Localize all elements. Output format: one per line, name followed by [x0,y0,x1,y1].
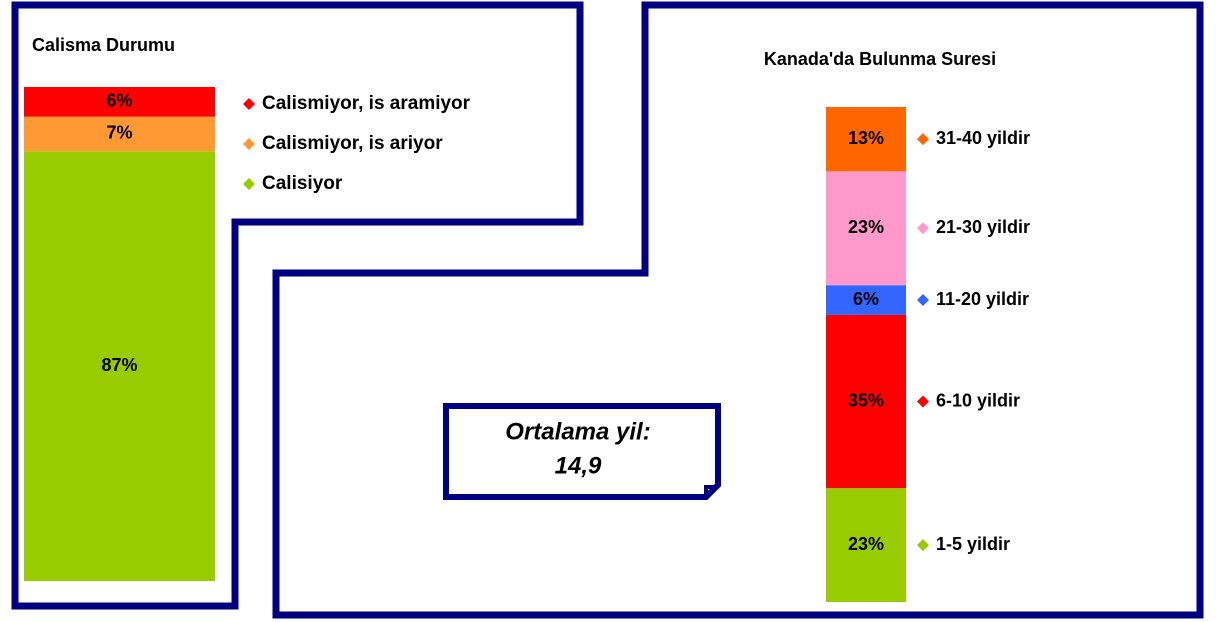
value-label: 7% [106,123,132,143]
value-label: 6% [853,289,879,309]
value-label: 35% [848,390,884,410]
bar-segment [826,314,906,489]
legend-label: 11-20 yildir [936,289,1029,309]
value-label: 23% [848,534,884,554]
bar-segment [24,87,215,117]
legend-label: Calismiyor, is aramiyor [262,93,471,114]
annotation-value: 14,9 [555,452,602,479]
chart-title: Calisma Durumu [32,35,175,55]
annotation-fold [704,485,718,497]
value-label: 23% [848,217,884,237]
legend-marker [917,222,929,235]
annotation-label: Ortalama yil: [505,418,650,445]
legend-label: 21-30 yildir [936,217,1030,237]
value-label: 13% [848,128,884,148]
legend-marker [243,138,255,150]
bar-segment [826,488,906,602]
legend-marker [243,98,255,110]
legend-label: 1-5 yildir [936,534,1010,554]
bar-segment [24,116,215,152]
annotation-box [443,403,721,500]
chart-title: Kanada'da Bulunma Suresi [764,49,996,69]
panel-frame [272,1,1204,619]
legend-label: 6-10 yildir [936,390,1020,410]
bar-segment [826,171,906,286]
legend-marker [917,395,929,408]
legend-marker [917,294,929,307]
legend-label: Calismiyor, is ariyor [262,133,443,154]
value-label: 6% [106,91,132,111]
legend-marker [917,539,929,552]
panel-frame [11,1,584,610]
legend-marker [917,133,929,146]
bar-segment [24,151,215,581]
legend-label: 31-40 yildir [936,128,1030,148]
value-label: 87% [101,355,137,375]
legend-label: Calisiyor [262,173,343,194]
bar-segment [826,107,906,172]
bar-segment [826,285,906,315]
legend-marker [243,178,255,190]
